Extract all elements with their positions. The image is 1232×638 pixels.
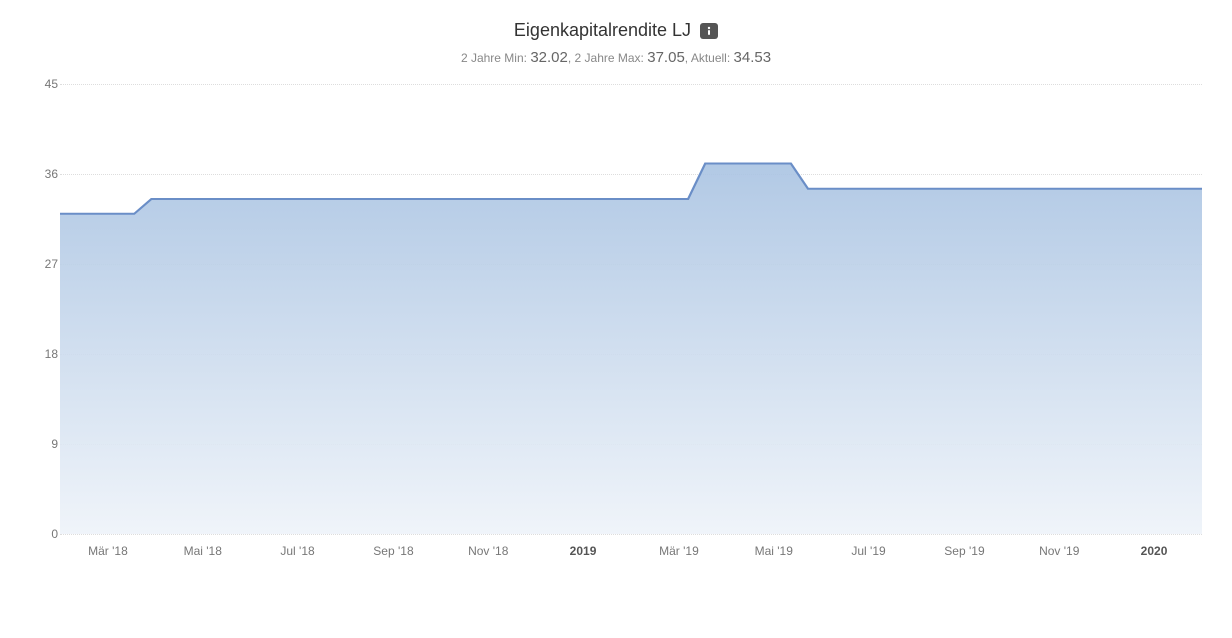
subtitle-min-label: 2 Jahre Min: [461,51,527,65]
chart-container: Eigenkapitalrendite LJ 2 Jahre Min: 32.0… [0,0,1232,638]
subtitle-max-value: 37.05 [647,49,685,66]
x-tick-label: 2019 [570,544,597,558]
x-tick-label: 2020 [1141,544,1168,558]
x-tick-label: Nov '18 [468,544,508,558]
grid-line [60,534,1202,535]
x-axis: Mär '18 Mai '18 Jul '18 Sep '18 Nov '18 2019 M… [60,544,1202,574]
y-tick-label: 27 [20,257,58,271]
x-tick-label: Nov '19 [1039,544,1079,558]
x-tick-label: Jul '18 [280,544,314,558]
chart-title-text: Eigenkapitalrendite LJ [514,20,691,40]
y-axis: 0918273645 [20,84,58,534]
area-fill [60,164,1202,535]
subtitle-current-value: 34.53 [734,49,772,66]
y-tick-label: 9 [20,437,58,451]
x-tick-label: Mär '18 [88,544,128,558]
y-tick-label: 0 [20,527,58,541]
x-tick-label: Mai '18 [184,544,222,558]
subtitle-sep1: , [568,51,575,65]
plot-area: 0918273645 [60,84,1202,534]
y-tick-label: 45 [20,77,58,91]
subtitle-current-label: Aktuell: [691,51,730,65]
x-tick-label: Sep '19 [944,544,984,558]
area-chart-svg [60,84,1202,534]
subtitle-min-value: 32.02 [530,49,568,66]
x-tick-label: Jul '19 [851,544,885,558]
chart-title: Eigenkapitalrendite LJ [10,20,1222,41]
info-icon[interactable] [700,23,718,39]
x-tick-label: Mär '19 [659,544,699,558]
subtitle-max-label: 2 Jahre Max: [575,51,644,65]
x-tick-label: Mai '19 [755,544,793,558]
x-tick-label: Sep '18 [373,544,413,558]
y-tick-label: 18 [20,347,58,361]
y-tick-label: 36 [20,167,58,181]
chart-subtitle: 2 Jahre Min: 32.02, 2 Jahre Max: 37.05, … [10,49,1222,66]
